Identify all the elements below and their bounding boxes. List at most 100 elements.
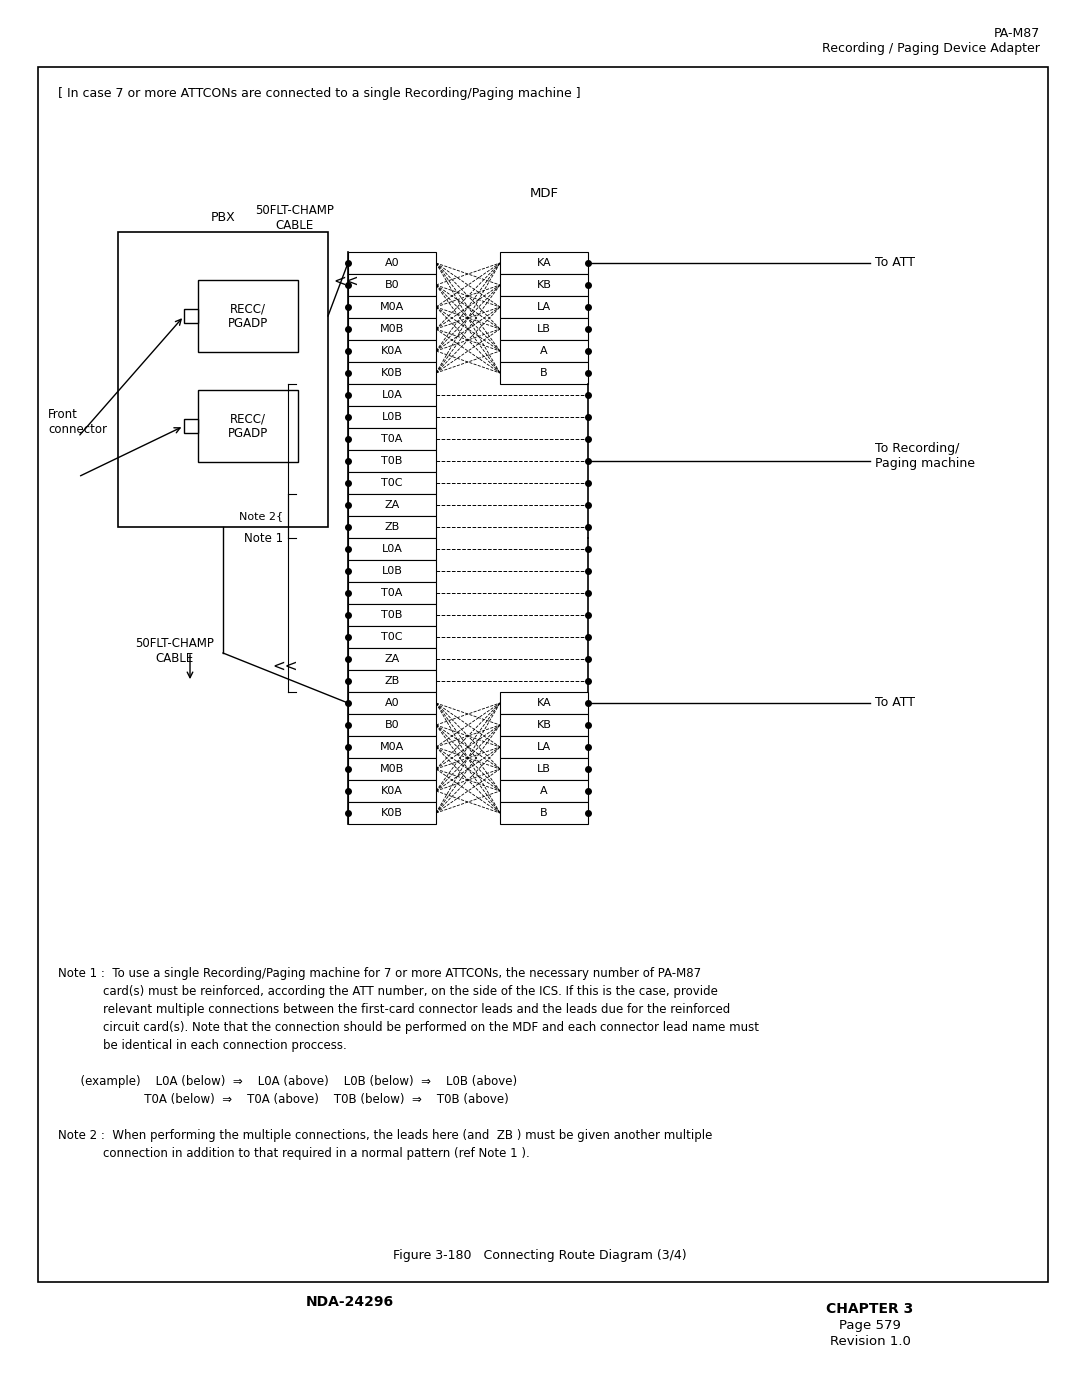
Text: Note 1: Note 1 <box>244 531 283 545</box>
Bar <box>184 309 198 323</box>
Text: T0A: T0A <box>381 588 403 598</box>
Bar <box>500 714 588 736</box>
Text: Recording / Paging Device Adapter: Recording / Paging Device Adapter <box>822 42 1040 54</box>
Text: KB: KB <box>537 719 552 731</box>
Text: A0: A0 <box>384 698 400 708</box>
Text: connection in addition to that required in a normal pattern (ref Note 1 ).: connection in addition to that required … <box>58 1147 530 1160</box>
Bar <box>348 780 436 802</box>
Text: <<: << <box>273 658 298 673</box>
Bar <box>184 419 198 433</box>
Text: KB: KB <box>537 279 552 291</box>
Bar <box>500 251 588 274</box>
Bar <box>198 279 298 352</box>
Bar <box>348 296 436 319</box>
Bar <box>348 251 436 274</box>
Text: KA: KA <box>537 258 551 268</box>
Text: (example)    L0A (below)  ⇒    L0A (above)    L0B (below)  ⇒    L0B (above): (example) L0A (below) ⇒ L0A (above) L0B … <box>58 1076 517 1088</box>
Text: Note 1 :  To use a single Recording/Paging machine for 7 or more ATTCONs, the ne: Note 1 : To use a single Recording/Pagin… <box>58 967 701 981</box>
Text: M0B: M0B <box>380 764 404 774</box>
Text: B: B <box>540 367 548 379</box>
Bar <box>500 296 588 319</box>
Text: Revision 1.0: Revision 1.0 <box>829 1336 910 1348</box>
Text: card(s) must be reinforced, according the ATT number, on the side of the ICS. If: card(s) must be reinforced, according th… <box>58 985 718 997</box>
Text: circuit card(s). Note that the connection should be performed on the MDF and eac: circuit card(s). Note that the connectio… <box>58 1021 759 1034</box>
Text: T0A: T0A <box>381 434 403 444</box>
Text: MDF: MDF <box>529 187 558 200</box>
Text: ZA: ZA <box>384 654 400 664</box>
Text: To ATT: To ATT <box>875 697 915 710</box>
Text: LA: LA <box>537 742 551 752</box>
Text: K0A: K0A <box>381 787 403 796</box>
Text: ZB: ZB <box>384 522 400 532</box>
Bar <box>500 736 588 759</box>
Text: A: A <box>540 787 548 796</box>
Text: RECC/
PGADP: RECC/ PGADP <box>228 302 268 330</box>
Bar <box>348 450 436 472</box>
Bar <box>198 390 298 462</box>
Bar <box>348 472 436 495</box>
Bar <box>348 495 436 515</box>
Bar <box>348 427 436 450</box>
Text: CHAPTER 3: CHAPTER 3 <box>826 1302 914 1316</box>
Bar <box>348 604 436 626</box>
Text: B0: B0 <box>384 719 400 731</box>
Bar <box>500 274 588 296</box>
Text: Note 2{: Note 2{ <box>239 511 283 521</box>
Text: T0B: T0B <box>381 455 403 467</box>
Text: Front
connector: Front connector <box>48 408 107 436</box>
Text: K0B: K0B <box>381 807 403 819</box>
Text: <<: << <box>334 274 359 289</box>
Bar <box>348 759 436 780</box>
Bar <box>500 362 588 384</box>
Bar <box>348 626 436 648</box>
Text: T0B: T0B <box>381 610 403 620</box>
Text: K0A: K0A <box>381 346 403 356</box>
Bar <box>348 692 436 714</box>
Bar <box>348 538 436 560</box>
Text: M0A: M0A <box>380 302 404 312</box>
Text: relevant multiple connections between the first-card connector leads and the lea: relevant multiple connections between th… <box>58 1003 730 1016</box>
Text: A: A <box>540 346 548 356</box>
Text: T0C: T0C <box>381 478 403 488</box>
Text: Page 579: Page 579 <box>839 1319 901 1331</box>
Bar <box>348 515 436 538</box>
Bar <box>348 560 436 583</box>
Text: LB: LB <box>537 764 551 774</box>
Bar <box>38 67 1048 1282</box>
Bar <box>348 274 436 296</box>
Text: RECC/
PGADP: RECC/ PGADP <box>228 412 268 440</box>
Text: [ In case 7 or more ATTCONs are connected to a single Recording/Paging machine ]: [ In case 7 or more ATTCONs are connecte… <box>58 87 581 101</box>
Bar <box>348 671 436 692</box>
Text: PA-M87: PA-M87 <box>994 27 1040 41</box>
Bar <box>348 648 436 671</box>
Text: LB: LB <box>537 324 551 334</box>
Text: ZB: ZB <box>384 676 400 686</box>
Bar <box>348 339 436 362</box>
Text: 50FLT-CHAMP
CABLE: 50FLT-CHAMP CABLE <box>256 204 335 232</box>
Text: NDA-24296: NDA-24296 <box>306 1295 394 1309</box>
Bar <box>348 362 436 384</box>
Bar <box>348 736 436 759</box>
Text: A0: A0 <box>384 258 400 268</box>
Bar <box>348 319 436 339</box>
Text: be identical in each connection proccess.: be identical in each connection proccess… <box>58 1039 347 1052</box>
Text: 50FLT-CHAMP
CABLE: 50FLT-CHAMP CABLE <box>136 637 215 665</box>
Text: To Recording/
Paging machine: To Recording/ Paging machine <box>875 441 975 469</box>
Bar <box>500 802 588 824</box>
Text: T0A (below)  ⇒    T0A (above)    T0B (below)  ⇒    T0B (above): T0A (below) ⇒ T0A (above) T0B (below) ⇒ … <box>58 1092 509 1106</box>
Bar <box>500 780 588 802</box>
Bar <box>348 802 436 824</box>
Text: T0C: T0C <box>381 631 403 643</box>
Text: Figure 3-180   Connecting Route Diagram (3/4): Figure 3-180 Connecting Route Diagram (3… <box>393 1249 687 1261</box>
Bar <box>348 714 436 736</box>
Bar <box>348 583 436 604</box>
Text: Note 2 :  When performing the multiple connections, the leads here (and  ZB ) mu: Note 2 : When performing the multiple co… <box>58 1129 713 1141</box>
Text: KA: KA <box>537 698 551 708</box>
Text: L0A: L0A <box>381 543 403 555</box>
Text: B: B <box>540 807 548 819</box>
Text: L0B: L0B <box>381 412 403 422</box>
Text: ZA: ZA <box>384 500 400 510</box>
Text: L0A: L0A <box>381 390 403 400</box>
Bar <box>500 692 588 714</box>
Bar <box>500 319 588 339</box>
